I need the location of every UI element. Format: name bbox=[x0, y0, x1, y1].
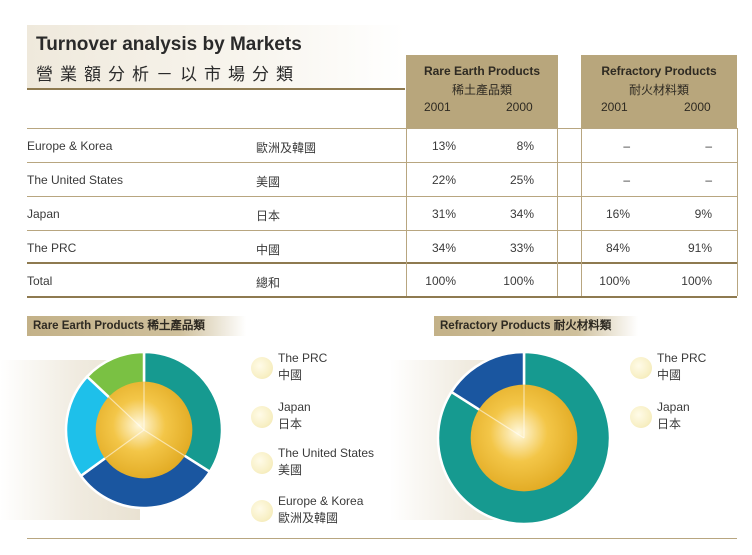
pie-center-divider bbox=[108, 396, 145, 431]
cell-rf-2000-total: 100% bbox=[681, 274, 712, 288]
row-label-europe-korea: Europe & Korea bbox=[27, 139, 113, 153]
col-rule-4 bbox=[737, 128, 738, 296]
row-label-total-cn: 總和 bbox=[256, 276, 281, 290]
cell-re-2000-prc: 33% bbox=[509, 241, 534, 255]
rare-earth-header-label: Rare Earth Products bbox=[423, 64, 541, 78]
cell-rf-2001-total: 100% bbox=[599, 274, 630, 288]
legend-right-japan-cn: 日本 bbox=[657, 417, 682, 431]
header-rule bbox=[27, 88, 405, 90]
row-label-prc: The PRC bbox=[27, 241, 77, 255]
legend-right-japan: Japan 日本 bbox=[657, 399, 690, 433]
pie-center-divider bbox=[143, 429, 186, 457]
legend-right-prc-cn: 中國 bbox=[657, 368, 682, 382]
cell-rf-2000-prc: 91% bbox=[687, 241, 712, 255]
cell-rf-2000-japan: 9% bbox=[694, 207, 712, 221]
row-label-united-states-cn: 美國 bbox=[256, 175, 281, 189]
cell-rf-2001-europe: – bbox=[623, 139, 630, 153]
pie-center-divider bbox=[478, 408, 525, 439]
cell-rf-2001-japan: 16% bbox=[605, 207, 630, 221]
refractory-pie-chart bbox=[436, 350, 612, 526]
refractory-header-label-cn: 耐火材料類 bbox=[628, 83, 689, 97]
legend-right-prc: The PRC 中國 bbox=[657, 350, 706, 384]
cell-re-2000-us: 25% bbox=[509, 173, 534, 187]
rare-earth-year-2001: 2001 bbox=[424, 100, 451, 114]
refractory-year-2001: 2001 bbox=[601, 100, 628, 114]
row-label-japan-cn: 日本 bbox=[256, 209, 281, 223]
cell-re-2001-prc: 34% bbox=[431, 241, 456, 255]
legend-right-japan-swatch bbox=[630, 406, 652, 428]
col-rule-2 bbox=[557, 128, 558, 296]
legend-left-europe-cn: 歐洲及韓國 bbox=[278, 511, 339, 525]
row-rule-3 bbox=[27, 196, 737, 197]
row-label-united-states: The United States bbox=[27, 173, 124, 187]
row-rule-4 bbox=[27, 230, 737, 231]
row-label-europe-korea-cn: 歐洲及韓國 bbox=[256, 141, 317, 155]
page-title-chinese: 營業額分析－以市場分類 bbox=[36, 65, 300, 84]
legend-right-prc-swatch bbox=[630, 357, 652, 379]
legend-left-prc-swatch bbox=[251, 357, 273, 379]
title-band bbox=[27, 25, 405, 89]
legend-right-prc-en: The PRC bbox=[657, 351, 707, 365]
legend-left-prc-cn: 中國 bbox=[278, 368, 303, 382]
legend-left-europe-en: Europe & Korea bbox=[278, 494, 364, 508]
refractory-header-label: Refractory Products bbox=[601, 64, 717, 78]
pie-center-divider bbox=[104, 429, 145, 459]
rare-earth-header-label-cn: 稀土產品類 bbox=[451, 83, 512, 97]
legend-left-europe: Europe & Korea 歐洲及韓國 bbox=[278, 493, 363, 527]
legend-left-us-cn: 美國 bbox=[278, 463, 303, 477]
cell-re-2001-us: 22% bbox=[431, 173, 456, 187]
refractory-pie-title: Refractory Products 耐火材料類 bbox=[434, 316, 638, 336]
row-rule-1 bbox=[27, 128, 737, 129]
row-label-total: Total bbox=[27, 274, 53, 288]
col-rule-1 bbox=[406, 128, 407, 296]
table-bottom-rule bbox=[27, 296, 737, 298]
cell-re-2001-total: 100% bbox=[425, 274, 456, 288]
page-bottom-rule bbox=[27, 538, 737, 539]
row-rule-2 bbox=[27, 162, 737, 163]
rare-earth-pie-title: Rare Earth Products 稀土產品類 bbox=[27, 316, 246, 336]
legend-left-japan: Japan 日本 bbox=[278, 399, 311, 433]
legend-right-japan-en: Japan bbox=[657, 400, 690, 414]
row-rule-5 bbox=[27, 262, 737, 264]
legend-left-us-en: The United States bbox=[278, 446, 375, 460]
legend-left-japan-cn: 日本 bbox=[278, 417, 303, 431]
row-label-japan: Japan bbox=[27, 207, 60, 221]
cell-re-2001-europe: 13% bbox=[431, 139, 456, 153]
rare-earth-pie-chart bbox=[64, 350, 224, 510]
row-label-prc-cn: 中國 bbox=[256, 243, 281, 257]
cell-rf-2001-prc: 84% bbox=[605, 241, 630, 255]
col-rule-3 bbox=[581, 128, 582, 296]
rare-earth-year-2000: 2000 bbox=[506, 100, 533, 114]
legend-left-prc: The PRC 中國 bbox=[278, 350, 327, 384]
cell-re-2001-japan: 31% bbox=[431, 207, 456, 221]
legend-left-europe-swatch bbox=[251, 500, 273, 522]
legend-left-us-swatch bbox=[251, 452, 273, 474]
page-title: Turnover analysis by Markets bbox=[36, 34, 302, 55]
legend-left-japan-en: Japan bbox=[278, 400, 311, 414]
legend-left-us: The United States 美國 bbox=[278, 445, 374, 479]
cell-re-2000-total: 100% bbox=[503, 274, 534, 288]
refractory-header: Refractory Products 耐火材料類 2001 2000 bbox=[581, 55, 737, 128]
legend-left-japan-swatch bbox=[251, 406, 273, 428]
cell-rf-2001-us: – bbox=[623, 173, 630, 187]
rare-earth-header: Rare Earth Products 稀土產品類 2001 2000 bbox=[406, 55, 558, 128]
refractory-year-2000: 2000 bbox=[684, 100, 711, 114]
legend-left-prc-en: The PRC bbox=[278, 351, 328, 365]
cell-re-2000-japan: 34% bbox=[509, 207, 534, 221]
cell-rf-2000-europe: – bbox=[705, 139, 712, 153]
cell-rf-2000-us: – bbox=[705, 173, 712, 187]
cell-re-2000-europe: 8% bbox=[516, 139, 534, 153]
